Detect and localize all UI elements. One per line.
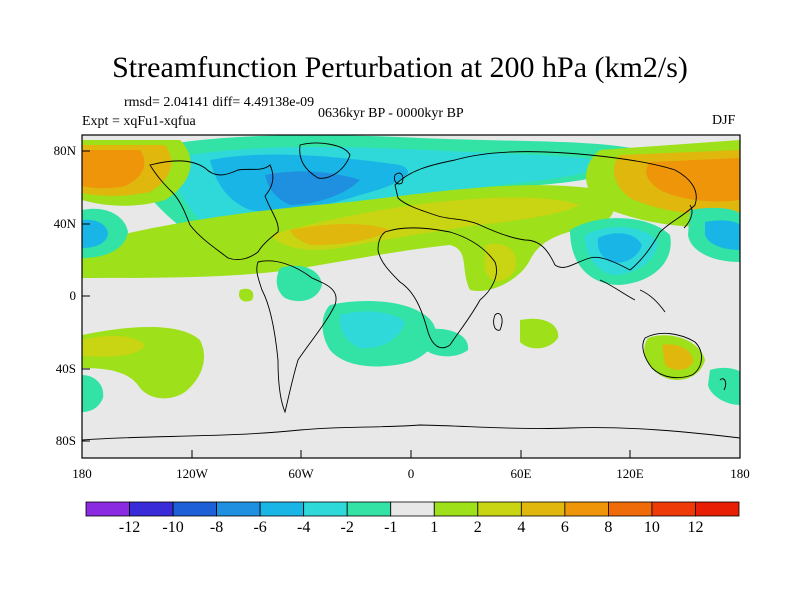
lat-label-0: 0 (70, 288, 77, 303)
contour-positive-africa (485, 243, 516, 282)
contour-positive-indian (520, 318, 559, 349)
colorbar-swatch (564, 501, 609, 517)
colorbar-label: 6 (561, 519, 569, 536)
colorbar-swatch (85, 501, 130, 517)
coast-new-zealand (719, 378, 727, 391)
colorbar-label: 10 (644, 519, 660, 536)
axis-ticks (82, 150, 631, 458)
contour-positive-ne-3 (646, 158, 740, 202)
contour-negative-tropics (276, 265, 322, 302)
lat-label-40s: 40S (56, 361, 76, 376)
coast-japan (683, 204, 693, 229)
colorbar-label: -4 (297, 519, 310, 536)
coast-british-isles (394, 172, 404, 185)
map-field (82, 135, 740, 458)
contour-positive-sw-pacific-2 (82, 335, 145, 357)
lon-label-0: 0 (408, 466, 415, 481)
colorbar-swatch (651, 501, 696, 517)
colorbar-label: -2 (341, 519, 354, 536)
colorbar-swatch (303, 501, 348, 517)
contour-positive-band-3 (290, 224, 390, 246)
contour-positive-indian-2 (239, 288, 254, 302)
colorbar-swatch (216, 501, 261, 517)
experiment-label: Expt = xqFu1-xqfua (82, 114, 196, 129)
colorbar-label: 12 (687, 519, 703, 536)
colorbar-swatch (433, 501, 479, 517)
contour-negative-north-4 (265, 171, 360, 205)
contour-negative-s-pacific-w (82, 375, 104, 412)
colorbar-label: -6 (253, 519, 266, 536)
colorbar-swatch (477, 501, 522, 517)
lon-label-60e: 60E (511, 466, 532, 481)
colorbar-label: -1 (384, 519, 397, 536)
colorbar-swatch (129, 501, 174, 517)
colorbar-swatch (520, 501, 566, 517)
coast-africa (377, 227, 497, 349)
contour-negative-pacific-w-2 (82, 219, 108, 248)
map-title: Streamfunction Perturbation at 200 hPa (… (112, 51, 688, 84)
coast-madagascar (493, 313, 503, 331)
colorbar-label: -10 (162, 519, 183, 536)
colorbar-label: -8 (210, 519, 223, 536)
coast-north-america (149, 160, 279, 261)
coast-australia (642, 332, 702, 379)
colorbar-label: -12 (119, 519, 140, 536)
coast-southeast-asia (599, 279, 666, 313)
colorbar-label: 2 (474, 519, 482, 536)
contour-negative-s-pacific (708, 367, 740, 405)
contour-negative-pacific-e-2 (705, 220, 740, 250)
colorbar-swatch (346, 501, 392, 517)
colorbar: -12 -10 -8 -6 -4 -2 -1 1 2 4 6 8 10 12 (85, 501, 740, 536)
colorbar-label: 1 (430, 519, 438, 536)
coast-antarctica (82, 424, 740, 441)
coast-south-america (256, 260, 337, 414)
contour-negative-asia-3 (597, 233, 642, 263)
colorbar-label: 4 (517, 519, 525, 536)
coastlines (82, 142, 740, 441)
lat-label-80n: 80N (54, 143, 77, 158)
colorbar-swatch (608, 501, 653, 517)
colorbar-swatch (172, 501, 217, 517)
season-label: DJF (712, 113, 736, 128)
colorbar-swatch (390, 501, 435, 517)
colorbar-label: 8 (604, 519, 612, 536)
coast-greenland (299, 142, 351, 179)
lon-label-180-right: 180 (730, 466, 750, 481)
lat-label-40n: 40N (54, 216, 77, 231)
contour-negative-satl-2 (339, 311, 405, 349)
contour-positive-nw-3 (82, 150, 145, 189)
contour-positive-aus-2 (662, 344, 693, 370)
lon-label-180-left: 180 (72, 466, 92, 481)
lat-label-80s: 80S (56, 433, 76, 448)
lon-label-60w: 60W (288, 466, 314, 481)
lon-label-120w: 120W (176, 466, 209, 481)
colorbar-swatch (695, 501, 740, 517)
stats-text: rmsd= 2.04141 diff= 4.49138e-09 (124, 95, 315, 110)
coast-eurasia (394, 151, 697, 271)
lon-label-120e: 120E (616, 466, 644, 481)
period-text: 0636kyr BP - 0000kyr BP (318, 106, 464, 121)
colorbar-swatch (259, 501, 305, 517)
